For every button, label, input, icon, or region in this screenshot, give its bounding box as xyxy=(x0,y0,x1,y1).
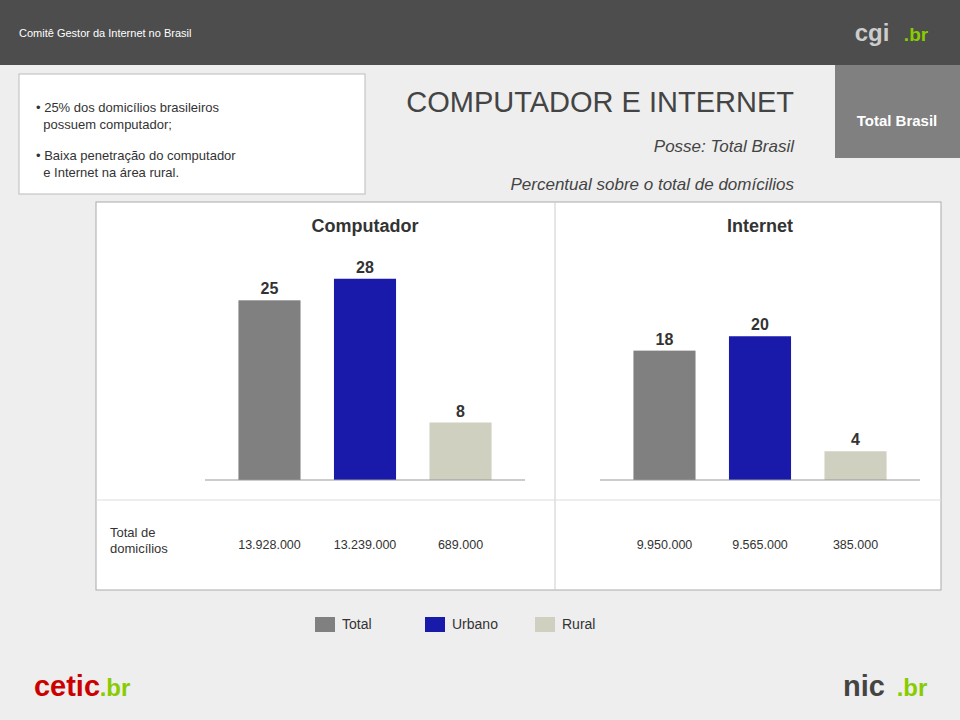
legend-swatch xyxy=(535,617,555,632)
bullet-box xyxy=(19,74,365,194)
baseline xyxy=(205,480,525,481)
count-label: 13.239.000 xyxy=(334,538,397,552)
chart-panel xyxy=(96,202,941,590)
divider xyxy=(555,202,556,590)
bars xyxy=(633,336,886,480)
text-line: Total de xyxy=(110,525,156,540)
header-text: Comitê Gestor da Internet no Brasil xyxy=(19,27,191,39)
data-label: 20 xyxy=(751,316,769,333)
background xyxy=(0,0,960,720)
data-label: 18 xyxy=(656,331,674,348)
subtitle: Percentual sobre o total de domícilios xyxy=(511,175,795,194)
legend-entry: Total xyxy=(342,616,372,632)
bars xyxy=(238,279,491,480)
count-label: 9.950.000 xyxy=(637,538,693,552)
bar-chart: Internet 18 20 4 9.950.000 9.565.000 385.000 xyxy=(600,216,920,552)
count-label: 13.928.000 xyxy=(238,538,301,552)
logo: .br xyxy=(100,674,131,701)
subtitle: Posse: Total Brasil xyxy=(654,137,795,156)
data-label: 25 xyxy=(261,280,279,297)
row-separator xyxy=(96,500,941,501)
title: COMPUTADOR E INTERNET xyxy=(406,86,794,118)
chart-title: Computador xyxy=(312,216,419,236)
count-label: 9.565.000 xyxy=(732,538,788,552)
page: Comitê Gestor da Internet no Brasil cgi .b… xyxy=(0,0,960,720)
legend: Total Urbano Rural xyxy=(315,616,595,632)
bar xyxy=(238,300,300,480)
data-label: 28 xyxy=(356,259,374,276)
bar xyxy=(824,451,886,480)
logo: cetic xyxy=(34,670,100,702)
text-line: • Baixa penetração do computador xyxy=(36,148,236,163)
bar-chart: Computador 25 28 8 13.928.000 13.239.000 689.0… xyxy=(205,216,525,552)
bar xyxy=(334,279,396,480)
legend-entry: Urbano xyxy=(452,616,498,632)
text-line: possuem computador; xyxy=(36,117,172,132)
data-label: 4 xyxy=(851,431,860,448)
text-line: domicílios xyxy=(110,541,168,556)
logo: nic xyxy=(843,670,885,702)
bar xyxy=(429,423,491,481)
header-label: Total Brasil xyxy=(857,112,938,129)
row-label: Total dedomicílios xyxy=(110,525,168,556)
logo: .br xyxy=(897,674,928,701)
bar xyxy=(633,351,695,480)
count-label: 385.000 xyxy=(833,538,878,552)
chart-title: Internet xyxy=(727,216,793,236)
bar xyxy=(729,336,791,480)
header-bar xyxy=(0,0,960,65)
data-label: 8 xyxy=(456,403,465,420)
label-box xyxy=(835,65,960,158)
baseline xyxy=(600,480,920,481)
bullet: • Baixa penetração do computador e Inter… xyxy=(36,148,236,180)
text-line: e Internet na área rural. xyxy=(36,165,179,180)
bullet: • 25% dos domicílios brasileiros possuem… xyxy=(36,100,220,132)
legend-entry: Rural xyxy=(562,616,595,632)
text-line: • 25% dos domicílios brasileiros xyxy=(36,100,220,115)
logo: .br xyxy=(904,24,929,45)
legend-swatch xyxy=(315,617,335,632)
legend-swatch xyxy=(425,617,445,632)
count-label: 689.000 xyxy=(438,538,483,552)
logo: cgi xyxy=(855,19,890,46)
